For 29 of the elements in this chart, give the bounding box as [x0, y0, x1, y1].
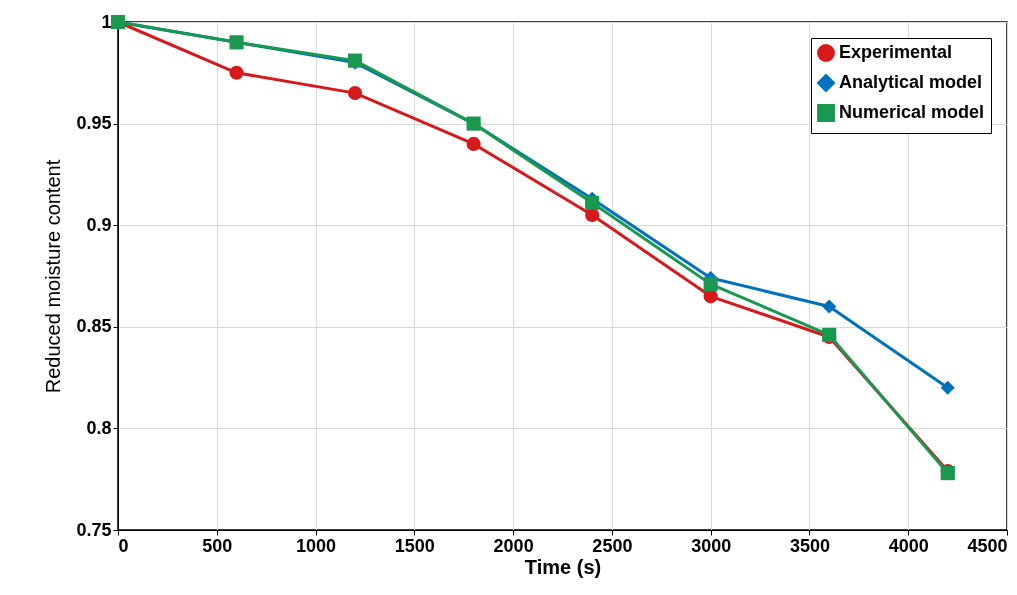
legend-label: Analytical model	[839, 72, 983, 92]
x-axis-title: Time (s)	[524, 555, 602, 578]
x-tick-label: 4000	[888, 535, 929, 556]
x-tick-label: 3000	[691, 535, 732, 556]
point	[703, 289, 718, 304]
y-tick-label: 0.9	[86, 214, 112, 235]
legend-label: Experimental	[839, 42, 953, 62]
y-tick-label: 0.85	[76, 316, 112, 337]
point	[229, 65, 244, 80]
point	[585, 195, 600, 210]
y-axis-title: Reduced moisture content	[42, 159, 65, 394]
x-tick-label: 2000	[493, 535, 534, 556]
x-tick-label: 0	[118, 535, 129, 556]
x-tick-label: 4500	[967, 535, 1008, 556]
y-tick-label: 0.95	[76, 113, 112, 134]
y-tick-label: 0.8	[86, 417, 112, 438]
x-tick-label: 1000	[296, 535, 337, 556]
legend-label: Numerical model	[839, 102, 985, 122]
point	[940, 380, 955, 395]
point	[466, 136, 481, 151]
point	[822, 299, 837, 314]
point	[703, 277, 718, 292]
x-tick-label: 1500	[394, 535, 435, 556]
x-tick-label: 3500	[789, 535, 830, 556]
y-tick-label: 0.75	[76, 519, 112, 540]
y-tick-label: 1	[101, 11, 112, 32]
x-tick-label: 2500	[592, 535, 633, 556]
point	[348, 86, 363, 101]
x-tick-label: 500	[202, 535, 233, 556]
